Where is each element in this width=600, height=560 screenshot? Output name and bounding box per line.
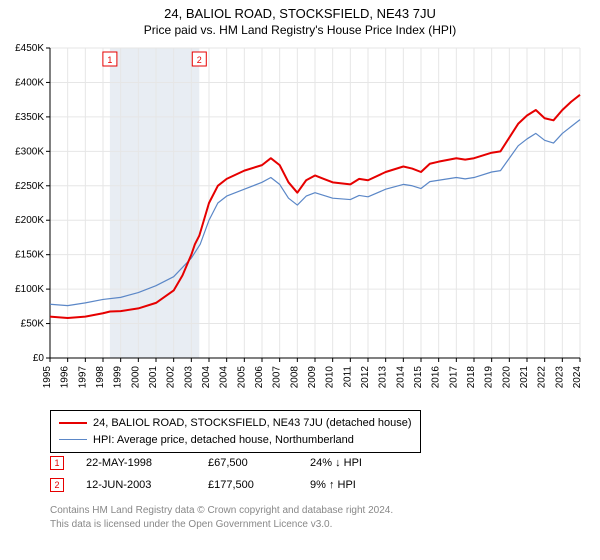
sale-pct: 9% ↑ HPI (310, 479, 400, 491)
svg-text:2016: 2016 (431, 366, 442, 389)
svg-text:2023: 2023 (554, 366, 565, 389)
svg-text:2000: 2000 (130, 366, 141, 389)
legend-item: HPI: Average price, detached house, Nort… (59, 432, 412, 449)
footer-line: Contains HM Land Registry data © Crown c… (50, 504, 393, 518)
legend-item: 24, BALIOL ROAD, STOCKSFIELD, NE43 7JU (… (59, 415, 412, 432)
svg-text:2013: 2013 (378, 366, 389, 389)
svg-text:2007: 2007 (272, 366, 283, 389)
sale-date: 12-JUN-2003 (86, 479, 186, 491)
svg-text:£100K: £100K (15, 284, 44, 295)
sale-rows: 1 22-MAY-1998 £67,500 24% ↓ HPI 2 12-JUN… (50, 452, 400, 496)
footer-line: This data is licensed under the Open Gov… (50, 518, 393, 532)
chart-svg: 1995 1996 1997 1998 1999 2000 2001 2002 2003 2004… (0, 42, 600, 402)
svg-text:2014: 2014 (395, 366, 406, 389)
svg-text:2022: 2022 (537, 366, 548, 389)
svg-text:2010: 2010 (325, 366, 336, 389)
svg-text:£250K: £250K (15, 181, 44, 192)
svg-text:£450K: £450K (15, 43, 44, 54)
svg-text:2003: 2003 (183, 366, 194, 389)
sale-marker: 1 (50, 456, 64, 470)
sale-row: 2 12-JUN-2003 £177,500 9% ↑ HPI (50, 474, 400, 496)
svg-text:2018: 2018 (466, 366, 477, 389)
sale-pct: 24% ↓ HPI (310, 457, 400, 469)
sale-row: 1 22-MAY-1998 £67,500 24% ↓ HPI (50, 452, 400, 474)
svg-text:2017: 2017 (448, 366, 459, 389)
svg-text:2: 2 (197, 55, 202, 65)
sale-date: 22-MAY-1998 (86, 457, 186, 469)
footer-text: Contains HM Land Registry data © Crown c… (50, 504, 393, 531)
svg-text:£50K: £50K (21, 319, 45, 330)
svg-text:2019: 2019 (484, 366, 495, 389)
legend-label: 24, BALIOL ROAD, STOCKSFIELD, NE43 7JU (… (93, 415, 412, 432)
svg-text:2008: 2008 (289, 366, 300, 389)
svg-text:1995: 1995 (42, 366, 53, 389)
svg-text:2004: 2004 (219, 366, 230, 389)
svg-text:£150K: £150K (15, 250, 44, 261)
svg-text:£400K: £400K (15, 77, 44, 88)
svg-text:2024: 2024 (572, 366, 583, 389)
svg-text:£0: £0 (33, 353, 45, 364)
svg-text:2006: 2006 (254, 366, 265, 389)
svg-text:1999: 1999 (113, 366, 124, 389)
svg-text:£300K: £300K (15, 146, 44, 157)
legend-swatch (59, 422, 87, 424)
sale-price: £67,500 (208, 457, 288, 469)
svg-text:1997: 1997 (77, 366, 88, 389)
svg-text:2005: 2005 (236, 366, 247, 389)
svg-text:£200K: £200K (15, 215, 44, 226)
legend-swatch (59, 439, 87, 440)
svg-text:2012: 2012 (360, 366, 371, 389)
svg-text:£350K: £350K (15, 112, 44, 123)
chart-title: 24, BALIOL ROAD, STOCKSFIELD, NE43 7JU (0, 0, 600, 21)
svg-text:2009: 2009 (307, 366, 318, 389)
svg-text:2015: 2015 (413, 366, 424, 389)
svg-text:2002: 2002 (166, 366, 177, 389)
svg-text:2020: 2020 (501, 366, 512, 389)
svg-text:1996: 1996 (60, 366, 71, 389)
svg-text:2011: 2011 (342, 366, 353, 388)
chart-plot-area: 1995 1996 1997 1998 1999 2000 2001 2002 2003 2004… (0, 42, 600, 402)
svg-text:2021: 2021 (519, 366, 530, 389)
legend-label: HPI: Average price, detached house, Nort… (93, 432, 354, 449)
sale-price: £177,500 (208, 479, 288, 491)
svg-text:1: 1 (107, 55, 112, 65)
svg-text:2004: 2004 (201, 366, 212, 389)
legend-box: 24, BALIOL ROAD, STOCKSFIELD, NE43 7JU (… (50, 410, 421, 453)
sale-marker: 2 (50, 478, 64, 492)
svg-text:2001: 2001 (148, 366, 159, 389)
svg-text:1998: 1998 (95, 366, 106, 389)
chart-container: 24, BALIOL ROAD, STOCKSFIELD, NE43 7JU P… (0, 0, 600, 560)
chart-subtitle: Price paid vs. HM Land Registry's House … (0, 21, 600, 41)
